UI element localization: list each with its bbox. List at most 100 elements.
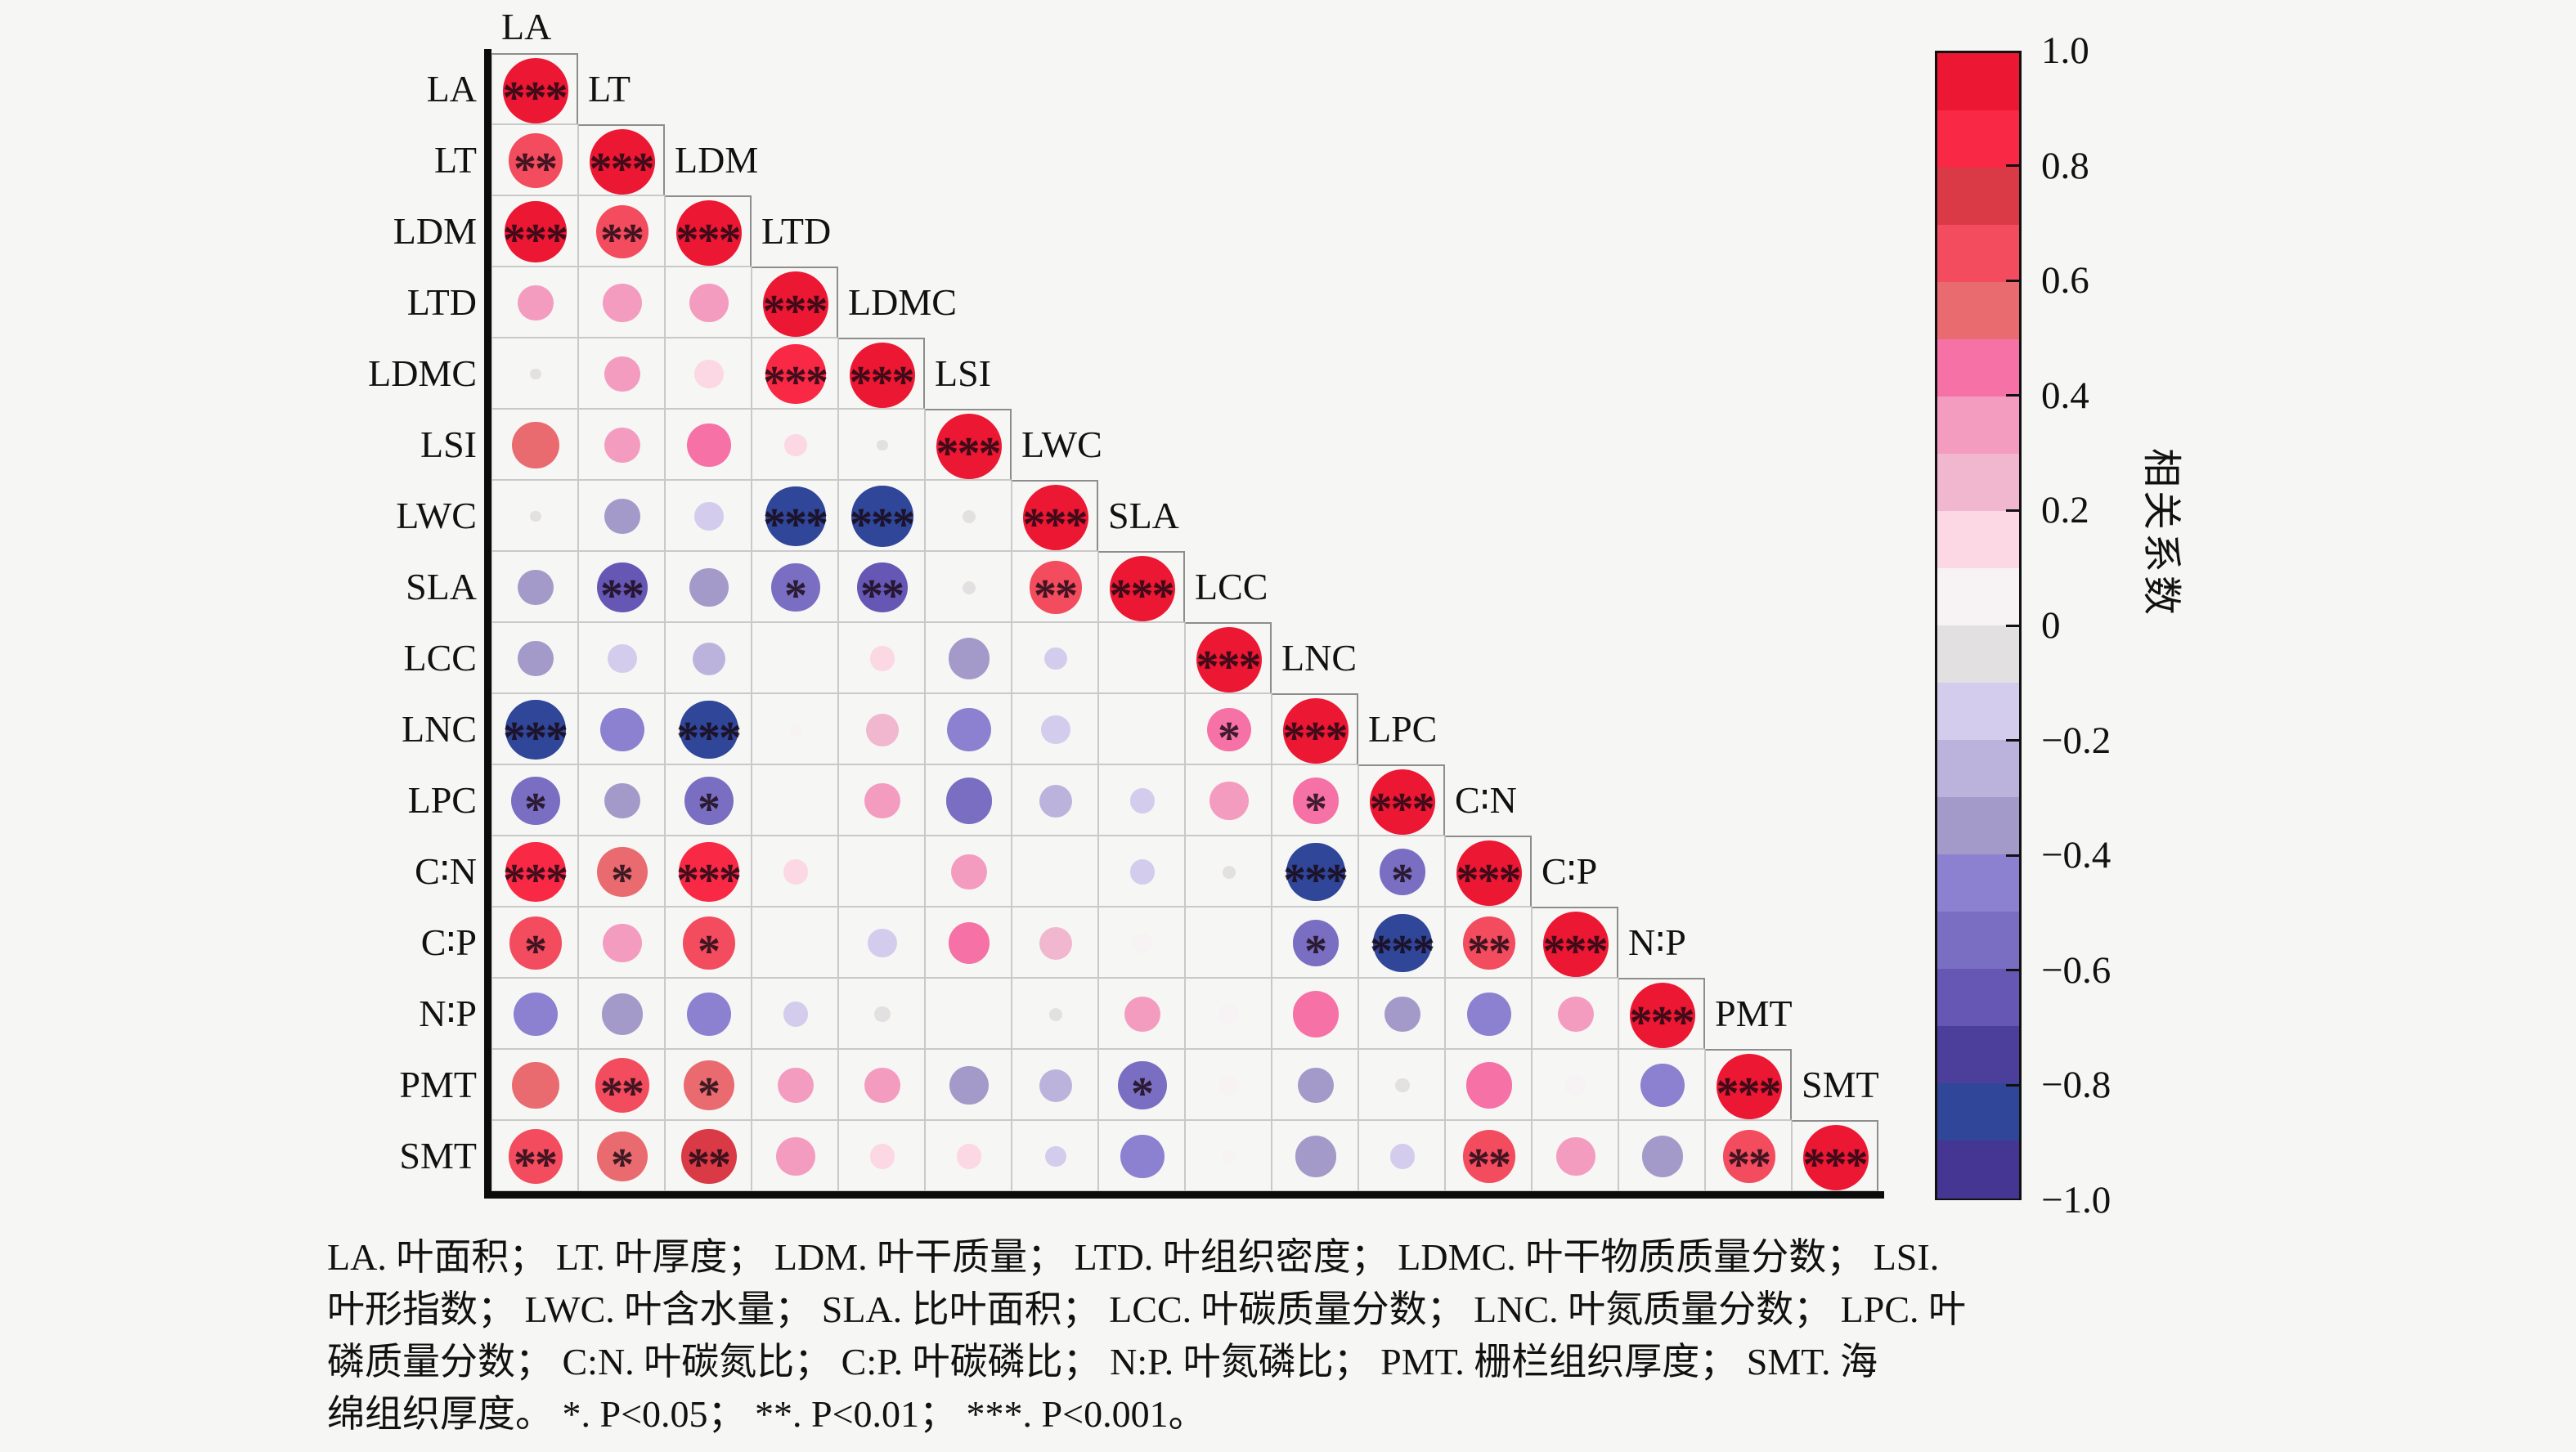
correlation-dot [1209, 781, 1249, 821]
colorbar-tick [2006, 164, 2019, 168]
corr-cell-PMT-LCC [1185, 1049, 1272, 1120]
corr-cell-C∶N-LDM: *** [665, 836, 752, 907]
corr-cell-LPC-LTD [752, 764, 838, 836]
column-label-LT: LT [588, 68, 631, 110]
corr-cell-LPC-LCC [1185, 764, 1272, 836]
correlation-dot [1039, 926, 1072, 960]
corr-cell-LSI-LDM [665, 409, 752, 480]
corr-cell-SLA-LDMC: ** [838, 551, 925, 622]
colorbar-tick-label-−1.0: −1.0 [2041, 1179, 2112, 1221]
colorbar-tick-label-−0.8: −0.8 [2041, 1064, 2112, 1107]
row-label-N∶P: N∶P [419, 993, 477, 1034]
corr-cell-LNC-LSI [925, 693, 1012, 764]
correlation-dot [1373, 913, 1432, 973]
corr-cell-SMT-LDM: ** [665, 1120, 752, 1191]
significance-stars: ** [1467, 925, 1511, 977]
column-label-LDMC: LDMC [848, 281, 957, 323]
corr-cell-LDM-LT: ** [578, 195, 665, 267]
corr-cell-C∶P-LNC: * [1272, 907, 1358, 978]
corr-cell-C∶P-LTD [752, 907, 838, 978]
corr-cell-C∶N-LTD [752, 836, 838, 907]
significance-stars: ** [1467, 1139, 1511, 1190]
corr-cell-LSI-LTD [752, 409, 838, 480]
corr-cell-C∶P-LDM: * [665, 907, 752, 978]
column-label-C∶P: C∶P [1542, 850, 1598, 892]
corr-cell-N∶P-LCC [1185, 978, 1272, 1049]
correlation-dot [595, 205, 649, 258]
corr-cell-LDMC-LTD: *** [752, 338, 838, 409]
correlation-dot [1223, 865, 1236, 879]
significance-stars: * [1391, 854, 1414, 906]
corr-cell-PMT-LA [491, 1049, 578, 1120]
corr-cell-SLA-SLA: *** [1098, 551, 1185, 622]
correlation-dot [1395, 1078, 1410, 1093]
row-label-SLA: SLA [406, 566, 477, 607]
significance-stars: *** [503, 712, 568, 764]
correlation-dot [597, 846, 648, 898]
corr-cell-N∶P-LA [491, 978, 578, 1049]
correlation-dot [1207, 707, 1251, 752]
corr-cell-N∶P-LDMC [838, 978, 925, 1049]
corr-cell-LCC-LSI [925, 622, 1012, 693]
colorbar-tick-label-−0.4: −0.4 [2041, 834, 2112, 877]
significance-stars: ** [1034, 570, 1078, 621]
correlation-dot [877, 439, 888, 451]
correlation-dot [597, 1131, 648, 1182]
significance-stars: ** [514, 1139, 558, 1190]
significance-stars: *** [589, 144, 655, 195]
corr-cell-PMT-LDM: * [665, 1049, 752, 1120]
significance-stars: *** [676, 854, 742, 906]
corr-cell-N∶P-LDM [665, 978, 752, 1049]
significance-stars: *** [1716, 1069, 1782, 1120]
significance-stars: *** [1542, 926, 1609, 978]
significance-stars: *** [1022, 500, 1088, 551]
corr-cell-C∶N-LNC: *** [1272, 836, 1358, 907]
correlation-dot [693, 642, 725, 675]
corr-cell-C∶N-LA: *** [491, 836, 578, 907]
correlation-dot [1029, 561, 1083, 614]
colorbar-tick [2006, 854, 2019, 857]
correlation-dot [676, 199, 742, 266]
corr-cell-LWC-LTD: *** [752, 480, 838, 551]
significance-stars: ** [600, 570, 644, 621]
corr-cell-LPC-LA: * [491, 764, 578, 836]
corr-cell-N∶P-C∶P [1532, 978, 1618, 1049]
row-label-LCC: LCC [403, 637, 477, 679]
colorbar-segment [1937, 168, 2019, 226]
significance-stars: *** [1282, 713, 1349, 764]
corr-cell-LSI-LT [578, 409, 665, 480]
corr-cell-SMT-LSI [925, 1120, 1012, 1191]
caption-line-3: 磷质量分数； C:N. 叶碳氮比； C:P. 叶碳磷比； N:P. 叶氮磷比； … [327, 1341, 1878, 1383]
correlation-dot [1717, 1053, 1782, 1119]
caption-line-2: 叶形指数； LWC. 叶含水量； SLA. 比叶面积； LCC. 叶碳质量分数；… [327, 1288, 1967, 1330]
column-label-LA: LA [501, 6, 552, 47]
significance-stars: * [698, 925, 720, 977]
caption-line-4: 绵组织厚度。 *. P<0.05； **. P<0.01； ***. P<0.0… [327, 1393, 1206, 1435]
row-label-C∶P: C∶P [420, 921, 477, 963]
corr-cell-LWC-LA [491, 480, 578, 551]
corr-cell-PMT-SLA: * [1098, 1049, 1185, 1120]
colorbar-tick [2006, 739, 2019, 742]
corr-cell-SMT-SMT: *** [1792, 1120, 1878, 1191]
correlation-dot [518, 640, 554, 677]
row-label-LPC: LPC [407, 779, 477, 821]
significance-stars: *** [1109, 571, 1175, 622]
corr-cell-C∶N-SLA [1098, 836, 1185, 907]
correlation-dot [948, 922, 990, 964]
corr-cell-LNC-LTD [752, 693, 838, 764]
correlation-dot [783, 859, 809, 885]
corr-cell-SLA-LT: ** [578, 551, 665, 622]
correlation-dot [601, 993, 644, 1035]
colorbar-tick [2006, 279, 2019, 282]
colorbar-segment [1937, 454, 2019, 512]
significance-stars: ** [600, 1068, 644, 1119]
colorbar-segment [1937, 912, 2019, 970]
row-label-C∶N: C∶N [415, 850, 477, 892]
correlation-dot [776, 1136, 815, 1176]
correlation-dot [518, 285, 554, 321]
significance-stars: *** [763, 499, 828, 550]
correlation-dot [530, 368, 541, 380]
column-label-N∶P: N∶P [1628, 921, 1686, 963]
significance-stars: * [611, 854, 634, 906]
corr-cell-PMT-LT: ** [578, 1049, 665, 1120]
